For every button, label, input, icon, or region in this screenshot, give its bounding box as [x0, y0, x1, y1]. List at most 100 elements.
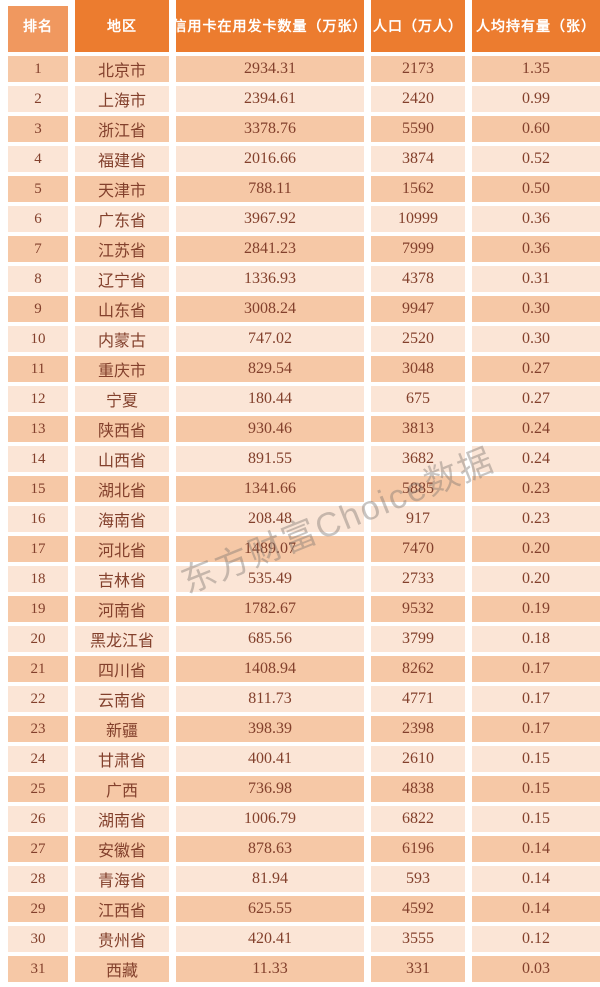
cell-population: 5590	[371, 116, 465, 142]
cell-per-capita: 0.50	[472, 176, 600, 202]
cell-per-capita: 0.30	[472, 296, 600, 322]
cell-cards: 3378.76	[176, 116, 364, 142]
column-header-rank: 排名	[8, 0, 68, 52]
column-header-per-capita: 人均持有量（张）	[472, 0, 600, 52]
cell-population: 7999	[371, 236, 465, 262]
cell-region: 内蒙古	[75, 326, 169, 352]
cell-region: 四川省	[75, 656, 169, 682]
cell-population: 3555	[371, 926, 465, 952]
cell-region: 天津市	[75, 176, 169, 202]
cell-population: 3799	[371, 626, 465, 652]
cell-region: 江苏省	[75, 236, 169, 262]
cell-cards: 400.41	[176, 746, 364, 772]
cell-cards: 685.56	[176, 626, 364, 652]
cell-population: 8262	[371, 656, 465, 682]
cell-cards: 891.55	[176, 446, 364, 472]
cell-per-capita: 0.23	[472, 476, 600, 502]
cell-population: 4378	[371, 266, 465, 292]
cell-per-capita: 0.12	[472, 926, 600, 952]
cell-population: 2420	[371, 86, 465, 112]
cell-population: 5885	[371, 476, 465, 502]
cell-cards: 736.98	[176, 776, 364, 802]
cell-region: 新疆	[75, 716, 169, 742]
cell-per-capita: 0.14	[472, 896, 600, 922]
cell-region: 浙江省	[75, 116, 169, 142]
cell-population: 9532	[371, 596, 465, 622]
cell-population: 2610	[371, 746, 465, 772]
cell-population: 4592	[371, 896, 465, 922]
cell-per-capita: 0.18	[472, 626, 600, 652]
cell-rank: 7	[8, 236, 68, 262]
cell-cards: 1408.94	[176, 656, 364, 682]
cell-cards: 788.11	[176, 176, 364, 202]
cell-cards: 535.49	[176, 566, 364, 592]
cell-region: 甘肃省	[75, 746, 169, 772]
cell-population: 331	[371, 956, 465, 982]
cell-rank: 12	[8, 386, 68, 412]
cell-region: 湖北省	[75, 476, 169, 502]
cell-population: 675	[371, 386, 465, 412]
cell-population: 593	[371, 866, 465, 892]
cell-cards: 2934.31	[176, 56, 364, 82]
cell-region: 广东省	[75, 206, 169, 232]
column-header-region: 地区	[75, 0, 169, 52]
cell-rank: 15	[8, 476, 68, 502]
province-credit-card-table: 排名 地区 信用卡在用发卡数量（万张） 人口（万人） 人均持有量（张） 1 北京市…	[8, 0, 600, 982]
cell-region: 山东省	[75, 296, 169, 322]
cell-per-capita: 0.14	[472, 866, 600, 892]
cell-per-capita: 0.30	[472, 326, 600, 352]
cell-region: 江西省	[75, 896, 169, 922]
cell-region: 河南省	[75, 596, 169, 622]
cell-region: 海南省	[75, 506, 169, 532]
cell-region: 山西省	[75, 446, 169, 472]
cell-per-capita: 0.19	[472, 596, 600, 622]
cell-region: 广西	[75, 776, 169, 802]
cell-per-capita: 0.15	[472, 806, 600, 832]
cell-per-capita: 0.20	[472, 566, 600, 592]
cell-rank: 14	[8, 446, 68, 472]
cell-rank: 9	[8, 296, 68, 322]
cell-rank: 6	[8, 206, 68, 232]
cell-region: 宁夏	[75, 386, 169, 412]
cell-rank: 31	[8, 956, 68, 982]
cell-population: 10999	[371, 206, 465, 232]
cell-per-capita: 0.60	[472, 116, 600, 142]
cell-region: 北京市	[75, 56, 169, 82]
cell-rank: 24	[8, 746, 68, 772]
cell-per-capita: 0.20	[472, 536, 600, 562]
cell-cards: 878.63	[176, 836, 364, 862]
cell-rank: 25	[8, 776, 68, 802]
cell-per-capita: 0.27	[472, 356, 600, 382]
cell-region: 河北省	[75, 536, 169, 562]
cell-rank: 17	[8, 536, 68, 562]
cell-per-capita: 0.31	[472, 266, 600, 292]
cell-cards: 2394.61	[176, 86, 364, 112]
cell-region: 辽宁省	[75, 266, 169, 292]
cell-rank: 30	[8, 926, 68, 952]
cell-rank: 22	[8, 686, 68, 712]
cell-rank: 29	[8, 896, 68, 922]
cell-population: 3048	[371, 356, 465, 382]
cell-per-capita: 0.36	[472, 206, 600, 232]
cell-cards: 398.39	[176, 716, 364, 742]
cell-population: 3874	[371, 146, 465, 172]
cell-cards: 811.73	[176, 686, 364, 712]
cell-region: 黑龙江省	[75, 626, 169, 652]
cell-region: 湖南省	[75, 806, 169, 832]
cell-population: 6822	[371, 806, 465, 832]
cell-per-capita: 0.24	[472, 416, 600, 442]
cell-rank: 3	[8, 116, 68, 142]
cell-region: 重庆市	[75, 356, 169, 382]
cell-per-capita: 1.35	[472, 56, 600, 82]
cell-cards: 625.55	[176, 896, 364, 922]
cell-cards: 1489.07	[176, 536, 364, 562]
cell-rank: 20	[8, 626, 68, 652]
cell-cards: 81.94	[176, 866, 364, 892]
cell-rank: 23	[8, 716, 68, 742]
cell-rank: 1	[8, 56, 68, 82]
cell-region: 云南省	[75, 686, 169, 712]
cell-per-capita: 0.52	[472, 146, 600, 172]
cell-population: 7470	[371, 536, 465, 562]
cell-region: 贵州省	[75, 926, 169, 952]
